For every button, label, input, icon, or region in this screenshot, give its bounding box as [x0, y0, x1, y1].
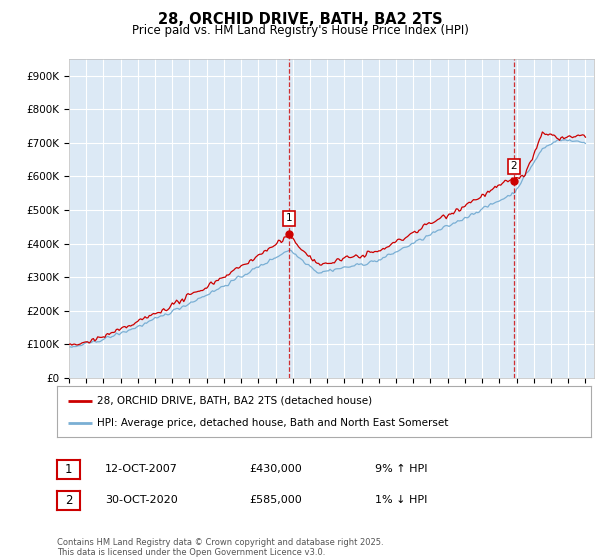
Text: Contains HM Land Registry data © Crown copyright and database right 2025.
This d: Contains HM Land Registry data © Crown c… [57, 538, 383, 557]
Text: 2: 2 [65, 493, 72, 507]
Text: 1% ↓ HPI: 1% ↓ HPI [375, 494, 427, 505]
Text: 30-OCT-2020: 30-OCT-2020 [105, 494, 178, 505]
Text: HPI: Average price, detached house, Bath and North East Somerset: HPI: Average price, detached house, Bath… [97, 418, 448, 428]
Text: £585,000: £585,000 [249, 494, 302, 505]
Text: 2: 2 [511, 161, 517, 171]
Text: 1: 1 [65, 463, 72, 476]
Text: 28, ORCHID DRIVE, BATH, BA2 2TS: 28, ORCHID DRIVE, BATH, BA2 2TS [158, 12, 442, 27]
Text: 1: 1 [286, 213, 292, 223]
Text: 28, ORCHID DRIVE, BATH, BA2 2TS (detached house): 28, ORCHID DRIVE, BATH, BA2 2TS (detache… [97, 395, 372, 405]
Text: 9% ↑ HPI: 9% ↑ HPI [375, 464, 427, 474]
Text: Price paid vs. HM Land Registry's House Price Index (HPI): Price paid vs. HM Land Registry's House … [131, 24, 469, 37]
Text: £430,000: £430,000 [249, 464, 302, 474]
Text: 12-OCT-2007: 12-OCT-2007 [105, 464, 178, 474]
